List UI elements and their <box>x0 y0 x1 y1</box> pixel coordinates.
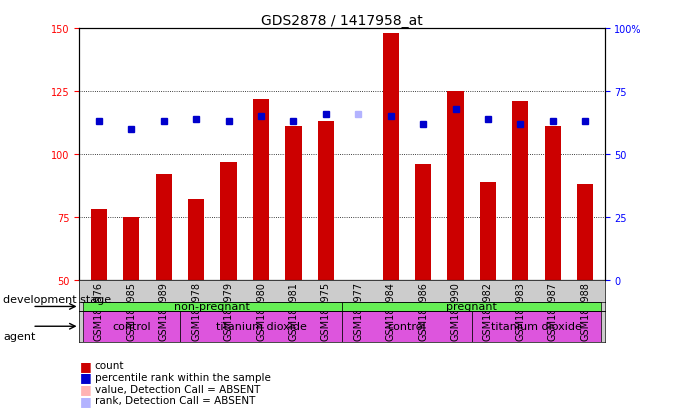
Bar <box>472 311 601 342</box>
Bar <box>577 185 594 280</box>
Text: titanium dioxide: titanium dioxide <box>491 321 582 332</box>
Bar <box>155 175 172 280</box>
Text: GSM180990: GSM180990 <box>451 281 460 340</box>
Text: GSM180986: GSM180986 <box>418 281 428 340</box>
Text: control: control <box>388 321 426 332</box>
Text: ■: ■ <box>79 382 91 395</box>
Text: GSM180989: GSM180989 <box>159 281 169 340</box>
Text: GSM180978: GSM180978 <box>191 281 201 340</box>
Text: GSM180984: GSM180984 <box>386 281 396 340</box>
Bar <box>220 162 237 280</box>
Text: GSM180988: GSM180988 <box>580 281 590 340</box>
Bar <box>342 311 472 342</box>
Bar <box>480 182 496 280</box>
Text: GSM180979: GSM180979 <box>224 281 234 340</box>
Text: ■: ■ <box>79 370 91 384</box>
Text: value, Detection Call = ABSENT: value, Detection Call = ABSENT <box>95 384 260 394</box>
Text: GSM180985: GSM180985 <box>126 281 136 340</box>
Text: titanium dioxide: titanium dioxide <box>216 321 306 332</box>
Text: agent: agent <box>3 332 36 342</box>
Bar <box>318 122 334 280</box>
Title: GDS2878 / 1417958_at: GDS2878 / 1417958_at <box>261 14 423 28</box>
Bar <box>415 165 431 280</box>
Text: GSM180981: GSM180981 <box>288 281 299 340</box>
Text: GSM180987: GSM180987 <box>548 281 558 340</box>
Bar <box>91 210 107 280</box>
Text: GSM180982: GSM180982 <box>483 281 493 340</box>
Bar <box>83 302 342 311</box>
Text: control: control <box>112 321 151 332</box>
Bar <box>342 302 601 311</box>
Text: ■: ■ <box>79 394 91 407</box>
Bar <box>383 34 399 280</box>
Text: ■: ■ <box>79 359 91 372</box>
Text: count: count <box>95 361 124 370</box>
Text: development stage: development stage <box>3 294 111 304</box>
Text: GSM180977: GSM180977 <box>353 281 363 340</box>
Text: GSM180983: GSM180983 <box>515 281 525 340</box>
Bar <box>123 218 140 280</box>
Text: non-pregnant: non-pregnant <box>174 302 250 312</box>
Bar <box>253 99 269 280</box>
Bar <box>188 200 205 280</box>
Text: GSM180980: GSM180980 <box>256 281 266 340</box>
Bar <box>512 102 529 280</box>
Bar <box>447 92 464 280</box>
Bar <box>83 311 180 342</box>
Bar <box>180 311 342 342</box>
Text: GSM180976: GSM180976 <box>94 281 104 340</box>
Text: pregnant: pregnant <box>446 302 497 312</box>
Bar <box>285 127 301 280</box>
Text: rank, Detection Call = ABSENT: rank, Detection Call = ABSENT <box>95 395 255 405</box>
Bar <box>545 127 561 280</box>
Text: GSM180975: GSM180975 <box>321 281 331 340</box>
Text: percentile rank within the sample: percentile rank within the sample <box>95 372 271 382</box>
